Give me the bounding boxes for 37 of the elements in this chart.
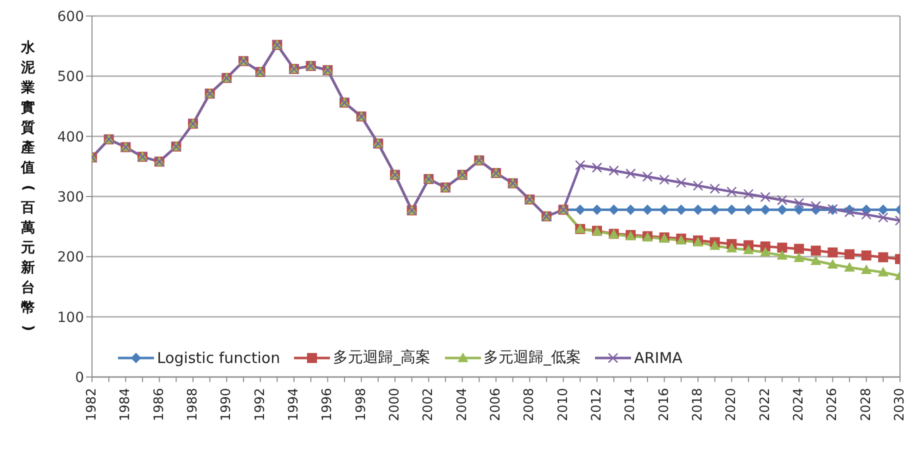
x-tick-label: 2022: [758, 388, 773, 422]
y-tick-label: 200: [57, 250, 84, 266]
x-tick-label: 2016: [656, 388, 672, 422]
x-tick-label: 2028: [858, 388, 874, 422]
x-tick-label: 1992: [252, 388, 268, 422]
y-tick-label: 300: [57, 189, 84, 206]
x-tick-label: 2024: [792, 388, 806, 422]
y-tick-label: 500: [57, 69, 84, 86]
legend-label: 多元迴歸_低案: [484, 348, 582, 367]
x-tick-label: 2004: [454, 388, 470, 422]
x-tick-label: 2010: [556, 388, 571, 422]
x-tick-label: 1986: [152, 388, 167, 422]
x-tick-label: 1996: [320, 388, 336, 422]
x-tick-label: 2000: [388, 388, 402, 422]
x-tick-label: 2006: [488, 388, 504, 422]
x-tick-label: 1998: [354, 388, 369, 422]
x-tick-label: 2018: [690, 388, 706, 422]
y-tick-label: 100: [57, 310, 84, 326]
text: 水泥業實質產值(百萬元新台幣): [20, 40, 36, 332]
x-tick-label: 1984: [118, 388, 134, 422]
x-tick-label: 2020: [724, 388, 740, 422]
legend-label: 多元迴歸_高案: [333, 348, 431, 367]
y-tick-label: 0: [75, 370, 84, 386]
x-tick-label: 2026: [825, 388, 840, 422]
y-tick-label: 400: [57, 129, 84, 146]
x-tick-label: 2008: [522, 388, 538, 422]
x-tick-label: 2012: [590, 388, 604, 422]
legend-label: ARIMA: [634, 348, 682, 366]
y-tick-label: 600: [57, 8, 84, 25]
x-tick-label: 2002: [421, 388, 436, 422]
x-tick-label: 1994: [286, 388, 302, 422]
x-tick-label: 1988: [186, 388, 200, 422]
x-tick-label: 2014: [623, 388, 638, 422]
x-tick-label: 1982: [84, 388, 100, 422]
x-tick-label: 2030: [892, 388, 908, 422]
x-tick-label: 1990: [219, 388, 234, 422]
legend-label: Logistic function: [157, 348, 280, 366]
